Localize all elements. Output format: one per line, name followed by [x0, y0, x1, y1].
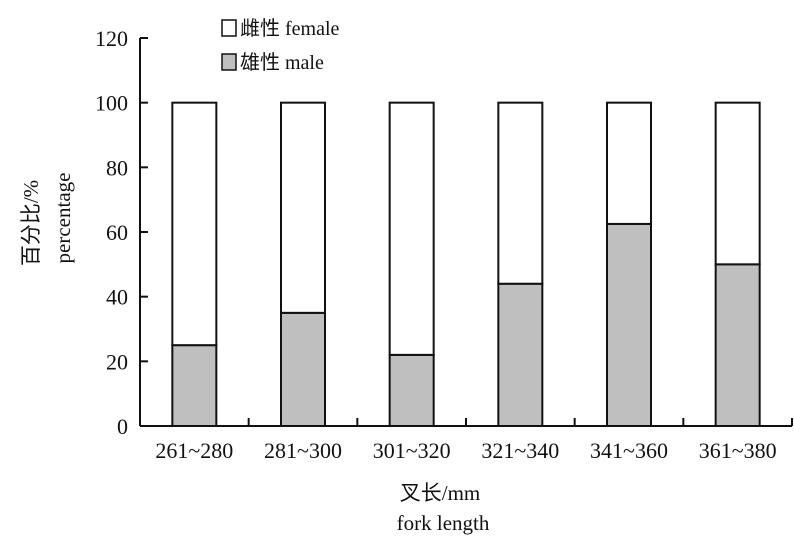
- bar-male-301~320: [388, 353, 435, 427]
- y-tick-label: 60: [106, 220, 128, 245]
- bar-female-281~300: [280, 101, 326, 314]
- y-tick-label: 80: [106, 155, 128, 180]
- bar-female-341~360: [606, 101, 652, 225]
- x-tick-label: 361~380: [699, 438, 777, 463]
- y-axis-title-en: percentage: [51, 173, 75, 264]
- x-axis-title-cn: 叉长/mm: [400, 481, 481, 505]
- bar-female-361~380: [714, 101, 761, 266]
- x-axis: 261~280 281~300 301~320 321~340 341~360 361~3…: [140, 418, 793, 463]
- x-tick-label: 281~300: [264, 438, 342, 463]
- bar-male-321~340: [497, 282, 544, 427]
- y-tick-label: 0: [117, 414, 128, 439]
- x-tick-label: 261~280: [155, 438, 233, 463]
- bars: [171, 101, 761, 428]
- x-tick-label: 301~320: [373, 438, 451, 463]
- legend: 雌性 female 雄性 male: [221, 17, 340, 74]
- legend-swatch: [221, 53, 237, 71]
- bar-female-321~340: [497, 101, 544, 285]
- bar-male-261~280: [171, 344, 218, 427]
- bar-male-281~300: [280, 311, 326, 428]
- y-tick-label: 100: [95, 91, 128, 116]
- y-axis: 0 20 40 60 80 100 120: [95, 26, 148, 439]
- bar-male-361~380: [714, 263, 761, 428]
- bar-female-261~280: [171, 101, 218, 347]
- legend-label: 雌性 female: [240, 17, 340, 40]
- legend-swatch: [221, 19, 237, 37]
- y-tick-label: 20: [106, 349, 128, 374]
- x-tick-label: 321~340: [481, 438, 559, 463]
- bar-female-301~320: [388, 101, 435, 356]
- bar-male-341~360: [606, 222, 652, 427]
- x-axis-title-en: fork length: [397, 511, 490, 535]
- y-axis-title-cn: 百分比/%: [19, 180, 43, 266]
- y-tick-label: 40: [106, 285, 128, 310]
- x-tick-label: 341~360: [590, 438, 668, 463]
- y-tick-label: 120: [95, 26, 128, 51]
- legend-label: 雄性 male: [240, 51, 324, 74]
